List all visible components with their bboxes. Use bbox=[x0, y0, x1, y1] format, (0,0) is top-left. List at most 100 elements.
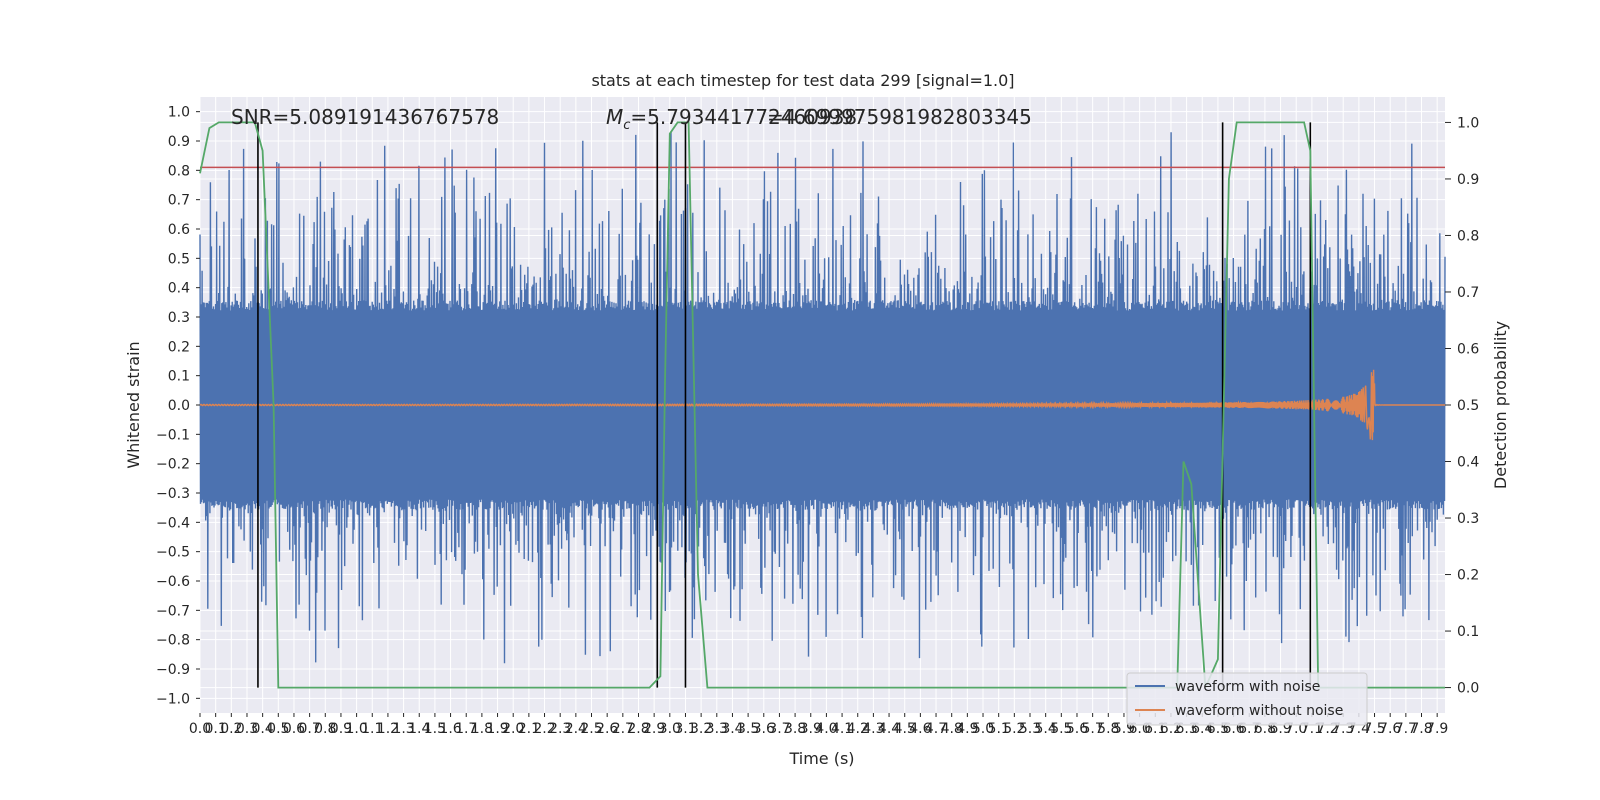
snr-annotation: SNR=5.089191436767578 bbox=[231, 105, 499, 129]
x-tick-label: 1.2 bbox=[377, 721, 399, 737]
y-tick-label: −0.5 bbox=[156, 545, 190, 561]
y-tick-label: −0.3 bbox=[156, 486, 190, 502]
x-tick-label: 2.0 bbox=[502, 721, 524, 737]
x-tick-label: 4.4 bbox=[878, 721, 900, 737]
x-tick-label: 3.3 bbox=[706, 721, 728, 737]
y2-tick-label: 0.1 bbox=[1457, 624, 1479, 640]
x-axis-ticks: 0.00.10.20.30.40.50.60.70.80.91.01.11.21… bbox=[189, 713, 1448, 737]
y2-tick-label: 0.4 bbox=[1457, 455, 1479, 471]
x-tick-label: 1.5 bbox=[424, 721, 446, 737]
probability-line-path bbox=[199, 121, 1445, 689]
y-tick-label: −0.8 bbox=[156, 633, 190, 649]
x-tick-label: 0.3 bbox=[236, 721, 258, 737]
x-tick-label: 4.5 bbox=[894, 721, 916, 737]
x-tick-label: 0.7 bbox=[298, 721, 320, 737]
y-tick-label: 0.8 bbox=[168, 163, 190, 179]
legend: waveform with noise waveform without noi… bbox=[1126, 672, 1368, 726]
x-tick-label: 5.6 bbox=[1066, 721, 1088, 737]
x-tick-label: 5.2 bbox=[1003, 721, 1025, 737]
x-tick-label: 3.9 bbox=[800, 721, 822, 737]
y2-tick-label: 0.2 bbox=[1457, 568, 1479, 584]
x-tick-label: 5.5 bbox=[1050, 721, 1072, 737]
y-tick-label: 0.7 bbox=[168, 193, 190, 209]
x-tick-label: 7.6 bbox=[1379, 721, 1401, 737]
x-tick-label: 3.2 bbox=[690, 721, 712, 737]
x-tick-label: 1.7 bbox=[455, 721, 477, 737]
clean-waveform-path bbox=[199, 369, 1445, 441]
y2-tick-label: 0.0 bbox=[1457, 681, 1479, 697]
x-tick-label: 3.7 bbox=[768, 721, 790, 737]
x-tick-label: 0.4 bbox=[252, 721, 274, 737]
series-waveform-without-noise bbox=[199, 369, 1445, 441]
y2-tick-label: 0.3 bbox=[1457, 511, 1479, 527]
x-tick-label: 3.0 bbox=[659, 721, 681, 737]
y-tick-label: 0.6 bbox=[168, 222, 190, 238]
x-tick-label: 4.9 bbox=[956, 721, 978, 737]
y-tick-label: −0.2 bbox=[156, 457, 190, 473]
x-tick-label: 1.4 bbox=[408, 721, 430, 737]
x-tick-label: 0.5 bbox=[267, 721, 289, 737]
x-tick-label: 4.7 bbox=[925, 721, 947, 737]
x-tick-label: 2.2 bbox=[533, 721, 555, 737]
x-tick-label: 2.7 bbox=[612, 721, 634, 737]
x-tick-label: 0.9 bbox=[330, 721, 352, 737]
y-axis-label: Whitened strain bbox=[124, 341, 143, 468]
x-tick-label: 4.8 bbox=[941, 721, 963, 737]
x-tick-label: 1.8 bbox=[471, 721, 493, 737]
overlapping-annotation: =4.699975981982803345 bbox=[767, 105, 1032, 129]
y-tick-label: −0.6 bbox=[156, 574, 190, 590]
y2-axis-label: Detection probability bbox=[1491, 321, 1510, 489]
x-tick-label: 1.3 bbox=[392, 721, 414, 737]
x-tick-label: 3.1 bbox=[674, 721, 696, 737]
x-tick-label: 4.0 bbox=[815, 721, 837, 737]
y-tick-label: −0.4 bbox=[156, 515, 190, 531]
x-tick-label: 1.1 bbox=[361, 721, 383, 737]
y2-tick-label: 1.0 bbox=[1457, 115, 1479, 131]
series-detection-probability bbox=[199, 121, 1445, 689]
y-tick-label: 0.3 bbox=[168, 310, 190, 326]
x-tick-label: 7.5 bbox=[1363, 721, 1385, 737]
chart-title: stats at each timestep for test data 299… bbox=[591, 71, 1014, 90]
y2-axis-ticks: 1.0 0.9 0.8 0.7 0.6 0.5 0.4 0.3 0.2 0.1 0.0 bbox=[1445, 115, 1479, 697]
x-tick-label: 1.9 bbox=[486, 721, 508, 737]
x-tick-label: 2.9 bbox=[643, 721, 665, 737]
x-axis-label: Time (s) bbox=[788, 749, 854, 768]
noise-waveform-path bbox=[199, 131, 1446, 664]
legend-box bbox=[1126, 672, 1368, 726]
y-tick-label: 0.9 bbox=[168, 134, 190, 150]
x-tick-label: 3.4 bbox=[721, 721, 743, 737]
x-tick-label: 4.1 bbox=[831, 721, 853, 737]
x-tick-label: 1.6 bbox=[439, 721, 461, 737]
y2-tick-label: 0.5 bbox=[1457, 398, 1479, 414]
x-tick-label: 5.1 bbox=[988, 721, 1010, 737]
series-waveform-with-noise bbox=[199, 131, 1446, 664]
y-tick-label: −1.0 bbox=[156, 691, 190, 707]
x-tick-label: 3.5 bbox=[737, 721, 759, 737]
x-tick-label: 5.8 bbox=[1097, 721, 1119, 737]
legend-label-clean: waveform without noise bbox=[1175, 703, 1343, 719]
x-tick-label: 2.3 bbox=[549, 721, 571, 737]
x-tick-label: 1.0 bbox=[345, 721, 367, 737]
y-tick-label: 0.2 bbox=[168, 339, 190, 355]
x-tick-label: 0.6 bbox=[283, 721, 305, 737]
x-tick-label: 2.6 bbox=[596, 721, 618, 737]
x-tick-label: 2.5 bbox=[580, 721, 602, 737]
x-tick-label: 2.8 bbox=[627, 721, 649, 737]
x-tick-label: 0.0 bbox=[189, 721, 211, 737]
y2-tick-label: 0.8 bbox=[1457, 228, 1479, 244]
y-tick-label: 1.0 bbox=[168, 105, 190, 121]
plot-area bbox=[199, 97, 1446, 713]
detection-markers bbox=[257, 122, 1312, 688]
y-tick-label: 0.0 bbox=[168, 398, 190, 414]
y-tick-label: −0.7 bbox=[156, 603, 190, 619]
chirp-mass-symbol: M bbox=[606, 105, 623, 129]
y2-tick-label: 0.9 bbox=[1457, 172, 1479, 188]
x-tick-label: 3.6 bbox=[753, 721, 775, 737]
chirp-mass-subscript: c bbox=[623, 118, 630, 133]
x-tick-label: 5.7 bbox=[1082, 721, 1104, 737]
x-tick-label: 5.0 bbox=[972, 721, 994, 737]
legend-label-noise: waveform with noise bbox=[1175, 679, 1320, 695]
x-tick-label: 0.2 bbox=[220, 721, 242, 737]
x-tick-label: 0.1 bbox=[205, 721, 227, 737]
